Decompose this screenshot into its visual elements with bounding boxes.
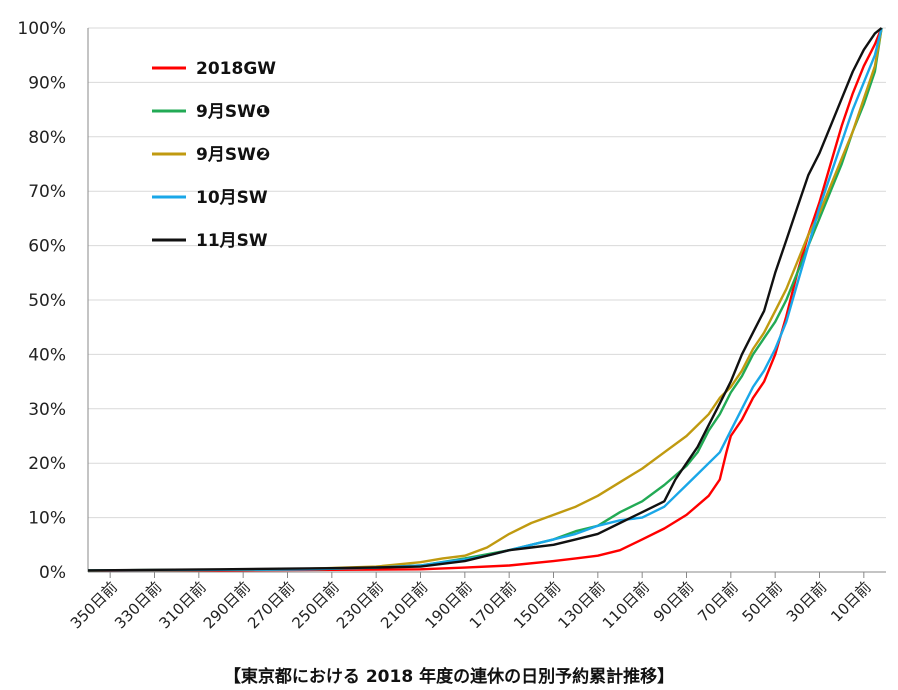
x-tick-label: 250日前 — [288, 578, 342, 632]
legend-label: 10月SW — [196, 188, 268, 208]
legend-label: 9月SW❷ — [196, 145, 270, 165]
y-tick-label: 20% — [28, 454, 66, 474]
series-line — [87, 27, 883, 572]
chart-caption: 【東京都における 2018 年度の連休の日別予約累計推移】 — [224, 666, 674, 687]
x-tick-label: 330日前 — [111, 578, 165, 632]
y-tick-label: 40% — [28, 345, 66, 365]
y-tick-label: 100% — [17, 19, 66, 39]
x-tick-label: 10日前 — [827, 578, 874, 625]
legend-label: 2018GW — [196, 59, 276, 79]
y-tick-label: 50% — [28, 291, 66, 311]
y-tick-label: 0% — [39, 563, 66, 583]
x-tick-label: 90日前 — [650, 578, 697, 625]
x-axis-ticks: 350日前330日前310日前290日前270日前250日前230日前210日前… — [67, 572, 875, 632]
x-tick-label: 350日前 — [67, 578, 121, 632]
y-tick-label: 10% — [28, 509, 66, 529]
y-tick-label: 60% — [28, 237, 66, 257]
series-line — [87, 27, 883, 572]
y-tick-label: 90% — [28, 73, 66, 93]
x-tick-label: 190日前 — [421, 578, 475, 632]
x-tick-label: 230日前 — [333, 578, 387, 632]
series-lines — [87, 27, 883, 572]
series-line — [87, 27, 883, 572]
x-tick-label: 270日前 — [244, 578, 298, 632]
x-tick-label: 70日前 — [694, 578, 741, 625]
x-tick-label: 170日前 — [466, 578, 520, 632]
x-tick-label: 50日前 — [739, 578, 786, 625]
x-tick-label: 130日前 — [554, 578, 608, 632]
legend-label: 11月SW — [196, 231, 268, 251]
series-line — [87, 27, 883, 572]
y-axis-ticks: 0% 10% 20% 30% 40% 50% 60% 70% 80% 90% 100% — [17, 19, 66, 583]
legend-label: 9月SW❶ — [196, 102, 270, 122]
x-tick-label: 30日前 — [783, 578, 830, 625]
series-line — [88, 27, 883, 572]
x-tick-label: 290日前 — [200, 578, 254, 632]
y-tick-label: 80% — [28, 128, 66, 148]
legend: 2018GW 9月SW❶ 9月SW❷ 10月SW 11月SW — [152, 59, 276, 251]
x-tick-label: 110日前 — [599, 578, 653, 632]
x-tick-label: 210日前 — [377, 578, 431, 632]
y-tick-label: 30% — [28, 400, 66, 420]
x-tick-label: 150日前 — [510, 578, 564, 632]
gridlines — [88, 27, 886, 519]
x-tick-label: 310日前 — [155, 578, 209, 632]
y-tick-label: 70% — [28, 182, 66, 202]
